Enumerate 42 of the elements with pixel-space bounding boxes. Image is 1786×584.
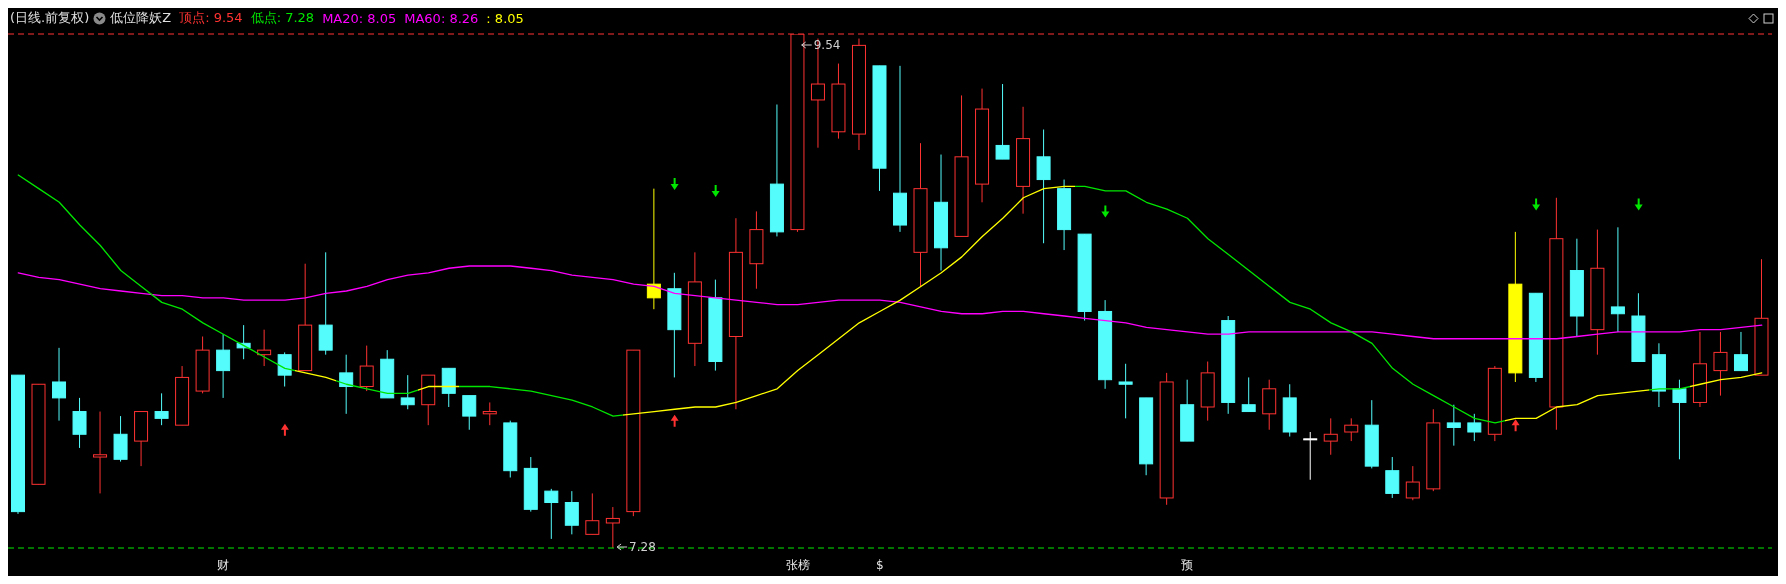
candlestick bbox=[93, 411, 108, 494]
candlestick bbox=[359, 345, 374, 392]
x-tick-label: $ bbox=[875, 558, 884, 572]
candlestick bbox=[1344, 417, 1359, 442]
candlestick bbox=[482, 401, 497, 426]
candlestick bbox=[1323, 417, 1338, 456]
candlestick bbox=[1405, 465, 1420, 501]
x-tick-label: 张榜 bbox=[785, 558, 810, 572]
text: 低点: 7.28 bbox=[250, 9, 315, 27]
candlestick bbox=[1385, 456, 1400, 499]
candlestick bbox=[216, 333, 231, 399]
x-tick-label: 财 bbox=[217, 558, 230, 572]
candlestick bbox=[339, 354, 354, 415]
candlestick bbox=[1672, 379, 1687, 460]
text: MA60: 8.26 bbox=[404, 10, 479, 26]
candlestick bbox=[1733, 331, 1748, 372]
candlestick bbox=[1446, 404, 1461, 447]
candlestick bbox=[995, 83, 1010, 160]
candlestick bbox=[277, 351, 292, 388]
candlestick bbox=[1610, 226, 1625, 333]
candlestick bbox=[400, 374, 415, 410]
candlestick bbox=[564, 490, 579, 535]
candlestick bbox=[1241, 376, 1256, 413]
candlestick bbox=[154, 392, 169, 426]
candlestick bbox=[585, 492, 600, 535]
candlestick bbox=[72, 397, 87, 449]
candlestick bbox=[52, 347, 67, 422]
annotation: 7.28 bbox=[629, 539, 656, 554]
chart-title: (日线.前复权) bbox=[10, 9, 90, 27]
candlestick bbox=[462, 395, 477, 431]
text: MA20: 8.05 bbox=[322, 10, 397, 26]
x-tick-label: 预 bbox=[1181, 558, 1194, 572]
text: : 8.05 bbox=[486, 10, 524, 26]
candlestick bbox=[1467, 413, 1482, 442]
text: 顶点: 9.54 bbox=[179, 9, 243, 27]
candlestick bbox=[1713, 331, 1728, 397]
candlestick bbox=[1303, 431, 1318, 481]
candlestick bbox=[257, 329, 272, 367]
chart-subtitle: 低位降妖Z bbox=[110, 9, 172, 27]
candlestick bbox=[1036, 129, 1051, 244]
candlestick bbox=[1118, 363, 1133, 419]
candlestick bbox=[544, 488, 559, 540]
